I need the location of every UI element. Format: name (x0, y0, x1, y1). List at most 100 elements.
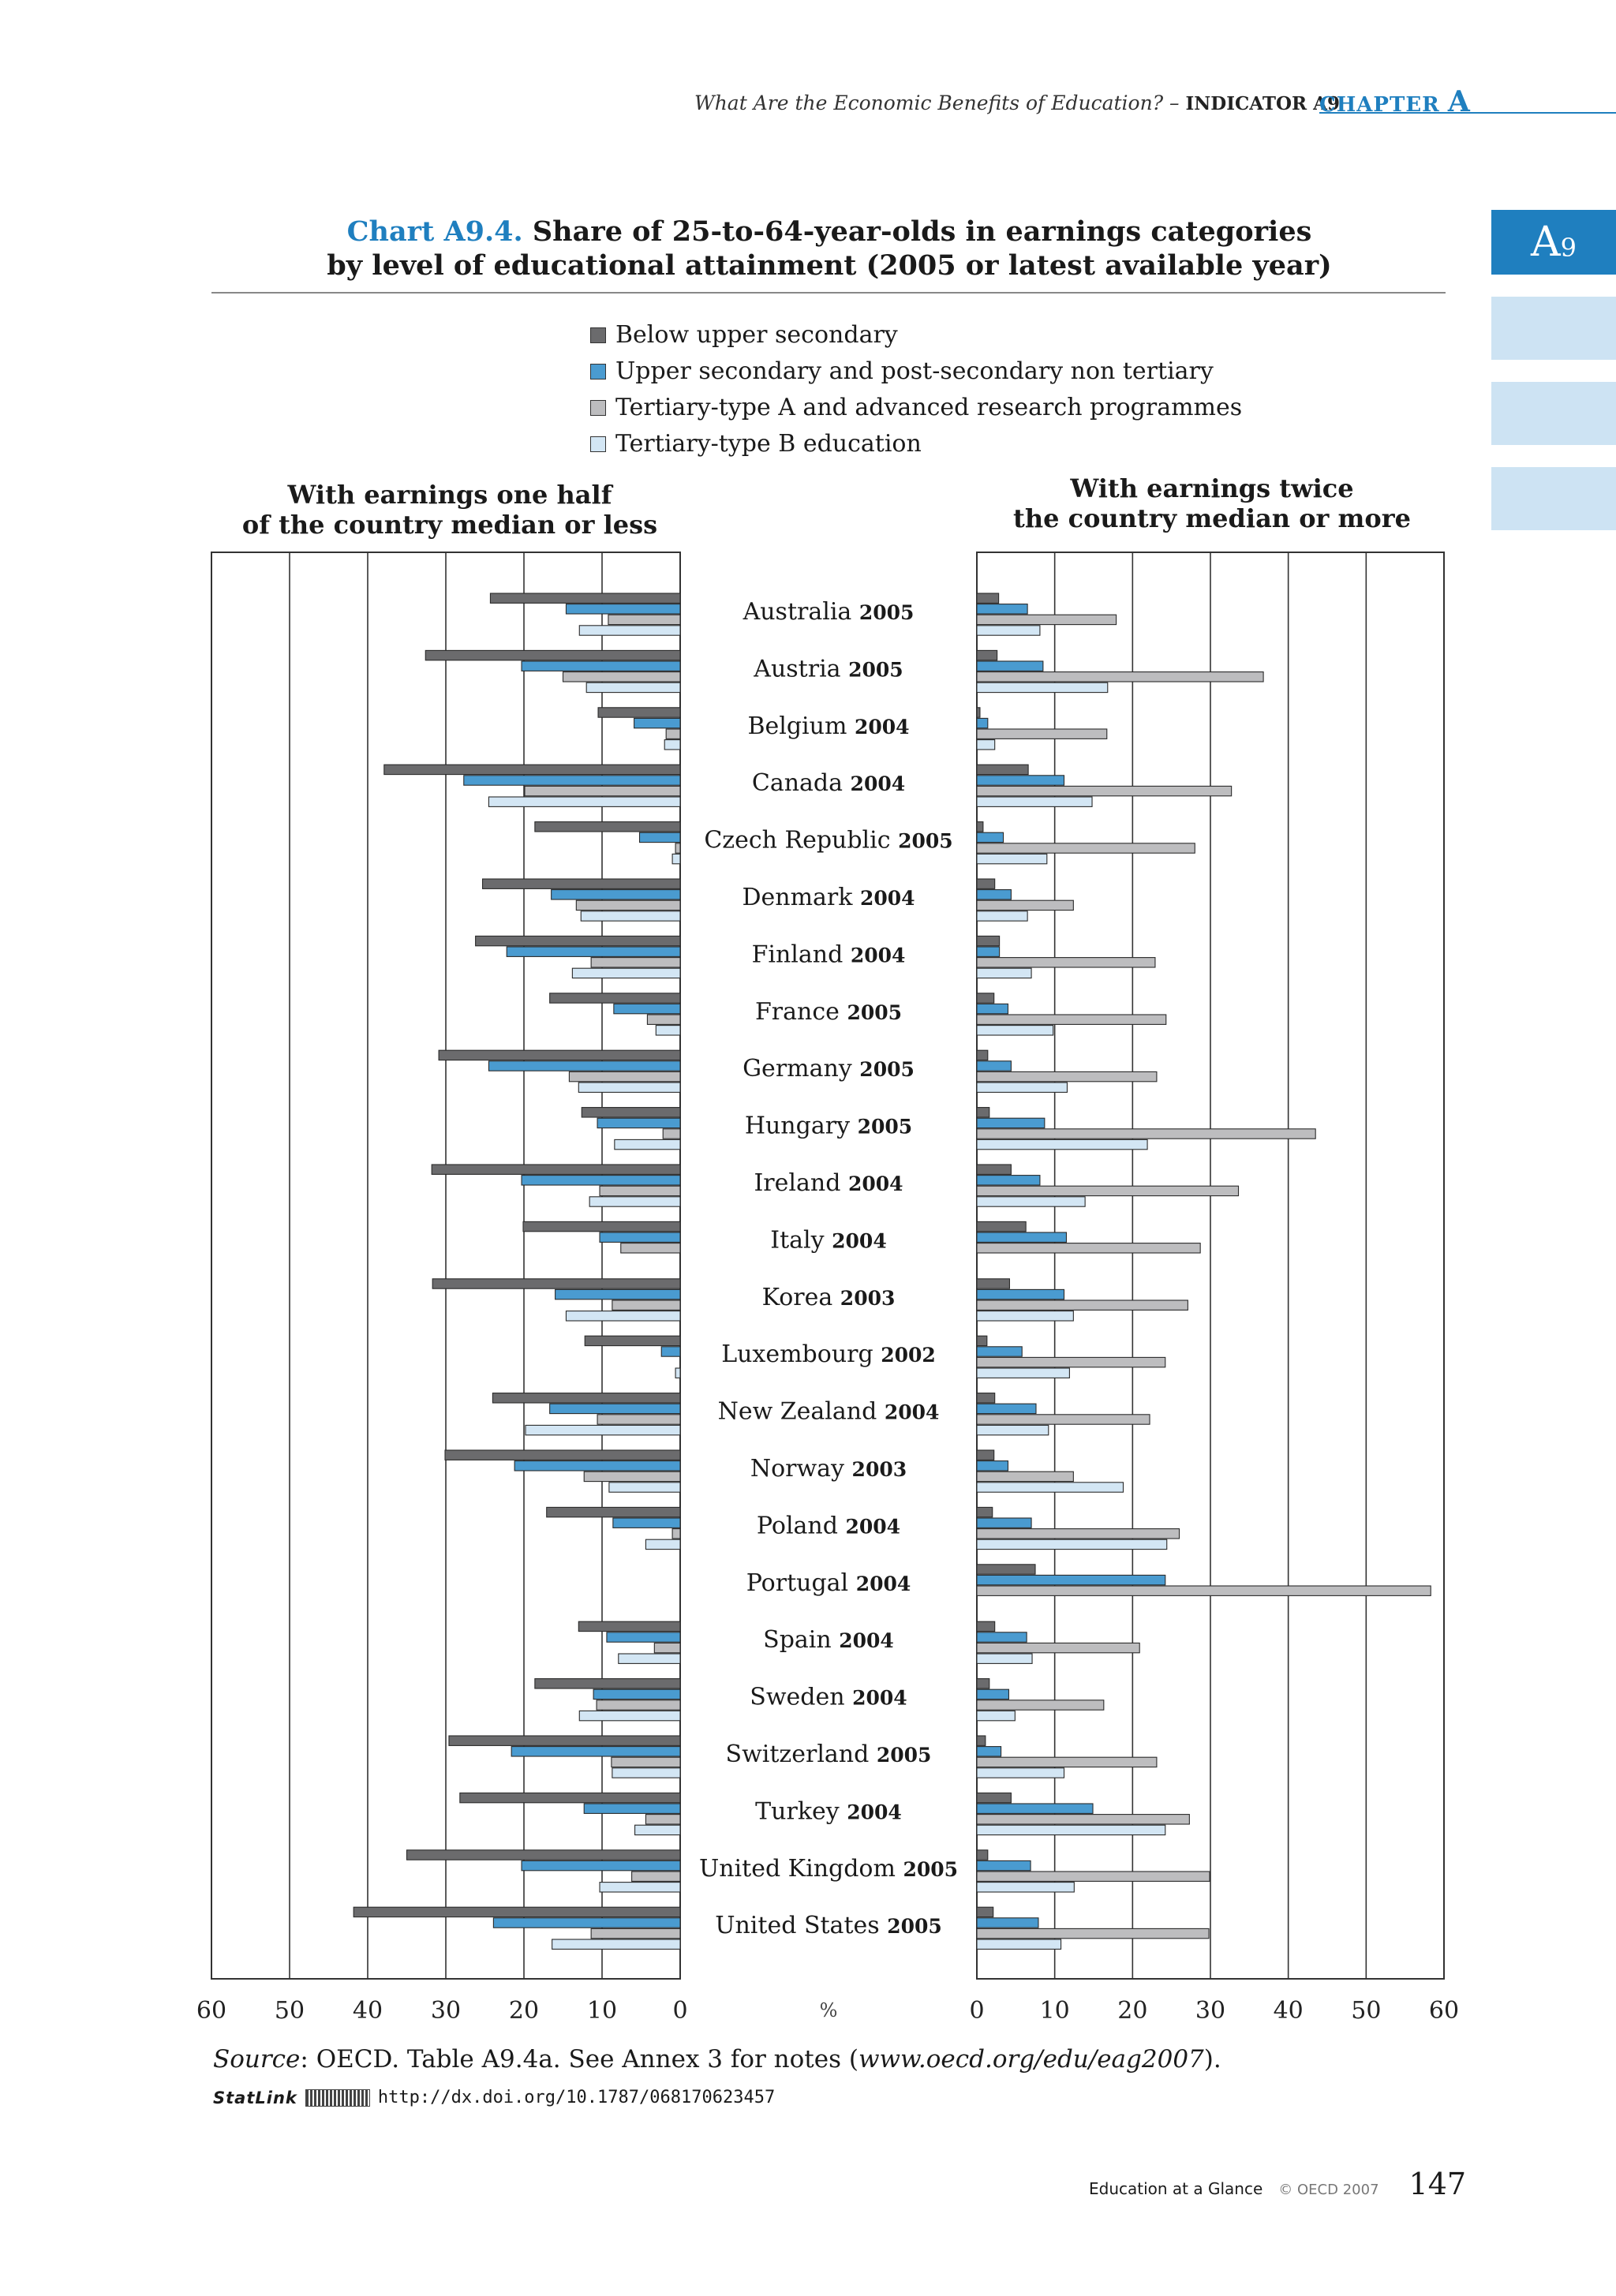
title-rule (211, 292, 1446, 294)
left-tick-label: 40 (353, 1997, 383, 2025)
statlink-url[interactable]: http://dx.doi.org/10.1787/068170623457 (377, 2088, 776, 2107)
right-bar (976, 1311, 1074, 1322)
right-bar (976, 682, 1109, 694)
right-tick-label: 20 (1117, 1997, 1147, 2025)
left-bar (597, 1414, 681, 1425)
left-bar (568, 1071, 681, 1083)
country-label: Canada 2004 (752, 769, 905, 797)
left-bar (596, 1700, 681, 1711)
right-panel-heading-line-2: the country median or more (1013, 503, 1411, 533)
x-axis-unit-label: % (820, 1999, 838, 2021)
running-title: What Are the Economic Benefits of Educat… (694, 92, 1180, 114)
legend-label: Tertiary-type B education (615, 430, 922, 458)
country-label: Hungary 2005 (745, 1112, 912, 1140)
right-bar (976, 717, 989, 729)
country-label: Luxembourg 2002 (721, 1341, 936, 1368)
right-bar (976, 911, 1028, 922)
left-bar (459, 1792, 681, 1804)
country-year: 2005 (903, 1858, 958, 1881)
right-bar (976, 1071, 1158, 1083)
left-bar (599, 1185, 681, 1197)
left-bar (645, 1814, 681, 1825)
left-tick-label: 30 (431, 1997, 461, 2025)
left-tick-label: 10 (587, 1997, 617, 2025)
page-footer: Education at a Glance © OECD 2007 147 (1089, 2167, 1466, 2201)
right-tick-label: 30 (1195, 1997, 1225, 2025)
left-bar (534, 821, 681, 832)
left-bar (514, 1460, 681, 1471)
right-bar (976, 1506, 993, 1518)
left-bar (611, 1756, 681, 1768)
country-year: 2005 (859, 1058, 915, 1081)
right-bar (976, 1574, 1166, 1586)
right-bar (976, 1803, 1094, 1814)
country-label: Austria 2005 (753, 655, 903, 682)
left-panel-heading-line-1: With earnings one half (287, 480, 612, 510)
copyright: © OECD 2007 (1278, 2182, 1379, 2198)
legend-label: Tertiary-type A and advanced research pr… (615, 394, 1243, 421)
right-bar (976, 1082, 1068, 1093)
country-name: Finland (752, 940, 851, 968)
left-bar (665, 728, 681, 739)
right-bar (976, 728, 1108, 739)
left-bar (551, 889, 681, 900)
country-year: 2004 (852, 1687, 907, 1710)
country-label: Ireland 2004 (754, 1169, 903, 1197)
right-tick-label: 40 (1274, 1997, 1304, 2025)
country-year: 2003 (840, 1287, 896, 1310)
country-label: Poland 2004 (757, 1512, 900, 1539)
left-bar (620, 1243, 681, 1254)
chart-legend: Below upper secondary Upper secondary an… (590, 317, 1242, 462)
left-tick-label: 0 (672, 1997, 687, 2025)
right-bar (976, 707, 981, 718)
right-bar (976, 671, 1264, 682)
chart-title: Chart A9.4. Share of 25-to-64-year-olds … (211, 215, 1447, 282)
right-panel-heading: With earnings twice the country median o… (1007, 473, 1417, 533)
chart-title-text-2: by level of educational attainment (2005… (327, 249, 1332, 282)
statlink-word: StatLink (213, 2088, 297, 2107)
right-bar (976, 1735, 986, 1746)
country-name: Turkey (755, 1797, 847, 1825)
right-bar (976, 1756, 1158, 1768)
left-bar (571, 967, 681, 979)
left-bar (353, 1906, 681, 1918)
country-name: Norway (750, 1455, 852, 1483)
right-bar (976, 739, 996, 750)
left-tick-label: 20 (509, 1997, 539, 2025)
country-label: Germany 2005 (743, 1055, 915, 1083)
left-bar (549, 1403, 681, 1415)
left-bar (612, 1517, 681, 1528)
country-name: Switzerland (726, 1741, 877, 1768)
left-bar (581, 1107, 681, 1118)
country-label: Belgium 2004 (747, 712, 909, 740)
country-year: 2004 (885, 1401, 940, 1424)
right-bar (976, 1928, 1210, 1939)
left-panel-heading-line-2: of the country median or less (241, 510, 658, 540)
right-bar (976, 1243, 1201, 1254)
right-bar (976, 1767, 1065, 1778)
left-bar (549, 993, 681, 1004)
right-bar (976, 1175, 1041, 1186)
left-bar (653, 1642, 681, 1654)
side-tab-main: A (1531, 219, 1561, 266)
source-text: : OECD. Table A9.4a. See Annex 3 for not… (300, 2045, 858, 2074)
country-year: 2003 (852, 1458, 907, 1481)
header-rule (1319, 112, 1616, 114)
right-bar (976, 935, 1001, 947)
country-name: Austria (753, 655, 848, 682)
right-bar (976, 1449, 995, 1460)
right-bar (976, 899, 1074, 911)
right-bar (976, 1471, 1074, 1483)
right-bar (976, 1221, 1027, 1232)
country-label: France 2005 (755, 998, 902, 1026)
country-label: Norway 2003 (750, 1455, 907, 1483)
left-bar (645, 1539, 681, 1550)
left-bar (655, 1025, 681, 1036)
left-bar (438, 1049, 681, 1061)
country-name: Germany (743, 1055, 859, 1083)
source-url[interactable]: www.oecd.org/edu/eag2007 (858, 2045, 1204, 2074)
country-year: 2004 (851, 944, 906, 967)
left-bar (613, 1003, 681, 1015)
country-name: Italy (770, 1226, 832, 1254)
